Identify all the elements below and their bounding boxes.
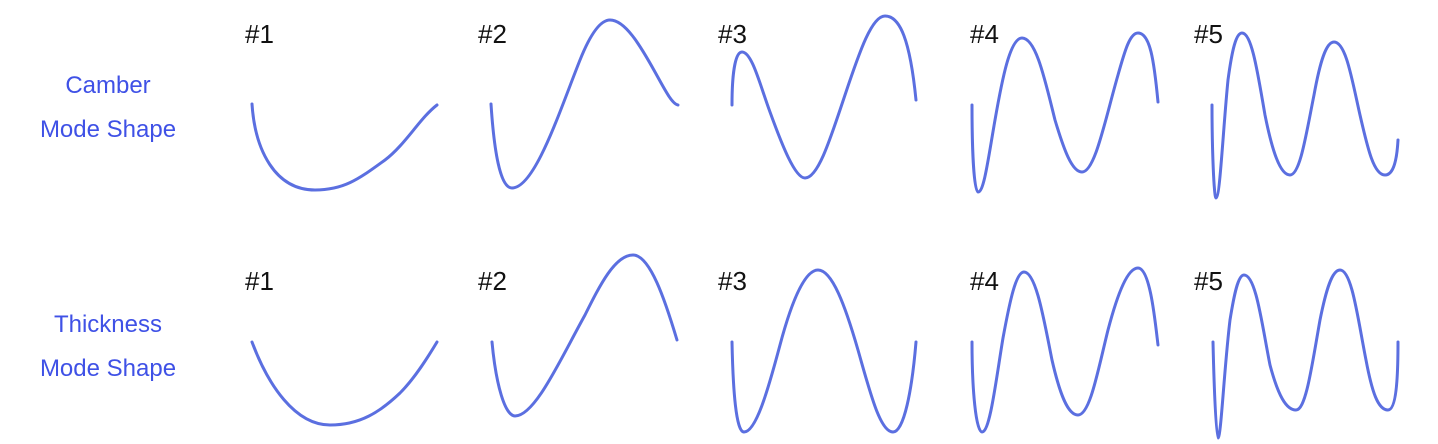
thickness-mode-5-label: #5 — [1194, 266, 1223, 296]
camber-row-label: Camber Mode Shape — [8, 64, 208, 152]
thickness-label-line1: Thickness — [53, 311, 163, 338]
camber-mode-2-curve — [489, 18, 680, 190]
camber-mode-2: #2 — [478, 18, 680, 190]
camber-mode-5-curve — [1210, 31, 1400, 200]
camber-mode-3-curve — [730, 14, 918, 180]
thickness-mode-1-label: #1 — [245, 266, 274, 296]
camber-mode-5-label: #5 — [1194, 19, 1223, 49]
camber-mode-1-curve — [250, 102, 439, 192]
camber-mode-4-label: #4 — [970, 19, 999, 49]
thickness-mode-1: #1 — [245, 266, 439, 427]
camber-mode-1-label: #1 — [245, 19, 274, 49]
camber-mode-4-curve — [970, 31, 1160, 194]
thickness-mode-4: #4 — [970, 266, 1160, 434]
camber-label-line2: Mode Shape — [39, 116, 177, 143]
thickness-mode-5: #5 — [1194, 266, 1400, 440]
camber-mode-2-label: #2 — [478, 19, 507, 49]
thickness-row-label: Thickness Mode Shape — [8, 303, 208, 391]
thickness-mode-3-label: #3 — [718, 266, 747, 296]
camber-mode-3-label: #3 — [718, 19, 747, 49]
thickness-mode-2-curve — [490, 253, 679, 418]
camber-mode-1: #1 — [245, 19, 439, 192]
camber-mode-4: #4 — [970, 19, 1160, 194]
thickness-mode-1-curve — [250, 340, 439, 427]
camber-mode-3: #3 — [718, 14, 918, 180]
thickness-mode-5-curve — [1211, 268, 1400, 440]
thickness-mode-2: #2 — [478, 253, 679, 418]
thickness-mode-4-curve — [970, 266, 1160, 434]
thickness-mode-3-curve — [730, 268, 918, 434]
thickness-mode-4-label: #4 — [970, 266, 999, 296]
thickness-mode-2-label: #2 — [478, 266, 507, 296]
camber-mode-5: #5 — [1194, 19, 1400, 200]
camber-label-line1: Camber — [65, 72, 151, 99]
thickness-label-line2: Mode Shape — [39, 355, 177, 382]
thickness-mode-3: #3 — [718, 266, 918, 434]
